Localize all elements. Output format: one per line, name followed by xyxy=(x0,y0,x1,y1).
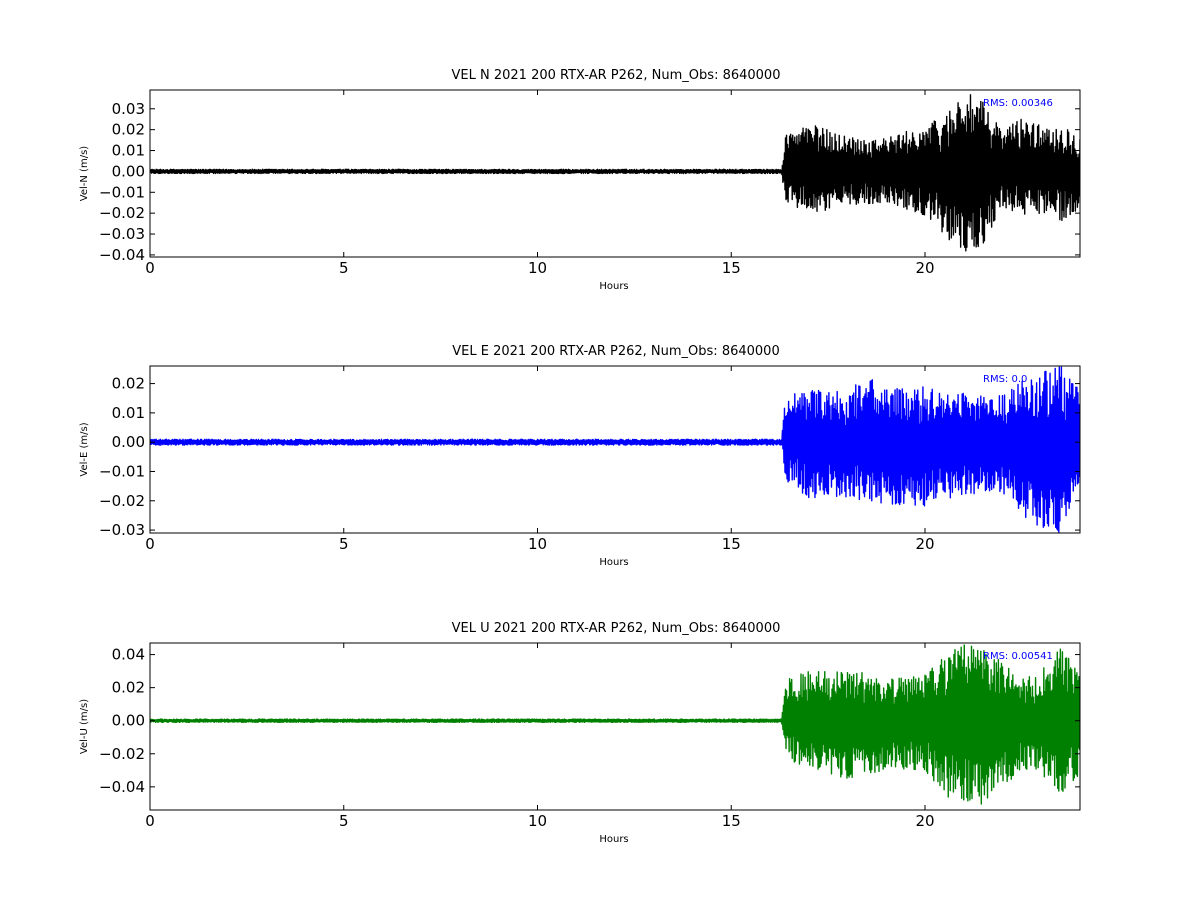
rms-annotation: RMS: 0.00346 xyxy=(983,98,1053,109)
x-tick-label: 10 xyxy=(528,535,547,553)
y-tick-label: 0.01 xyxy=(112,404,145,422)
y-tick-label: −0.04 xyxy=(99,246,145,264)
y-tick-label: 0.03 xyxy=(112,100,145,118)
chart-title: VEL N 2021 200 RTX-AR P262, Num_Obs: 864… xyxy=(452,68,781,83)
x-tick-label: 15 xyxy=(722,259,741,277)
subplot-north: 0 5 10 15 20 0.03 0.02 0.01 0.00 −0.01 −0.02 −0.03 −… xyxy=(79,68,1081,292)
chart-title: VEL E 2021 200 RTX-AR P262, Num_Obs: 864… xyxy=(452,344,779,359)
y-tick-label: 0.02 xyxy=(112,375,145,393)
x-tick-label: 15 xyxy=(722,535,741,553)
y-tick-label: −0.04 xyxy=(99,778,145,796)
x-tick-label: 0 xyxy=(145,259,155,277)
y-tick-label: −0.02 xyxy=(99,204,145,222)
x-tick-label: 0 xyxy=(145,812,155,830)
y-tick-label: −0.02 xyxy=(99,745,145,763)
series-line xyxy=(150,644,1080,805)
subplot-up: 0 5 10 15 20 0.04 0.02 0.00 −0.02 −0.04 VEL U 2021… xyxy=(79,621,1081,845)
y-tick-label: 0.00 xyxy=(112,712,145,730)
y-tick-label: −0.01 xyxy=(99,183,145,201)
series-line xyxy=(150,366,1080,533)
chart-title: VEL U 2021 200 RTX-AR P262, Num_Obs: 864… xyxy=(452,621,781,636)
y-axis-label: Vel-U (m/s) xyxy=(79,699,90,754)
x-tick-label: 20 xyxy=(915,535,934,553)
y-axis-label: Vel-E (m/s) xyxy=(79,422,90,476)
axes-frame xyxy=(149,365,1081,534)
rms-annotation: RMS: 0.00541 xyxy=(983,651,1053,662)
x-tick-label: 20 xyxy=(915,259,934,277)
x-axis-label: Hours xyxy=(599,281,628,292)
series-line xyxy=(150,94,1080,252)
subplot-east: 0 5 10 15 20 0.02 0.01 0.00 −0.01 −0.02 −0.03 VEL E… xyxy=(79,344,1081,568)
y-axis-label: Vel-N (m/s) xyxy=(79,146,90,201)
axes-frame xyxy=(149,642,1081,811)
y-tick-label: −0.03 xyxy=(99,521,145,539)
y-tick-label: −0.02 xyxy=(99,492,145,510)
x-tick-label: 5 xyxy=(339,259,349,277)
x-axis-label: Hours xyxy=(599,557,628,568)
y-tick-label: 0.02 xyxy=(112,679,145,697)
x-tick-label: 5 xyxy=(339,812,349,830)
y-tick-label: 0.01 xyxy=(112,142,145,160)
x-tick-label: 20 xyxy=(915,812,934,830)
x-tick-label: 15 xyxy=(722,812,741,830)
rms-annotation: RMS: 0.0 xyxy=(983,374,1027,385)
x-tick-label: 10 xyxy=(528,812,547,830)
y-tick-label: 0.00 xyxy=(112,433,145,451)
y-tick-label: −0.01 xyxy=(99,462,145,480)
x-tick-label: 5 xyxy=(339,535,349,553)
axes-frame xyxy=(149,89,1081,258)
y-tick-label: 0.00 xyxy=(112,162,145,180)
y-tick-label: 0.04 xyxy=(112,646,145,664)
y-tick-label: −0.03 xyxy=(99,225,145,243)
x-tick-label: 10 xyxy=(528,259,547,277)
x-tick-label: 0 xyxy=(145,535,155,553)
y-tick-label: 0.02 xyxy=(112,121,145,139)
x-axis-label: Hours xyxy=(599,834,628,845)
